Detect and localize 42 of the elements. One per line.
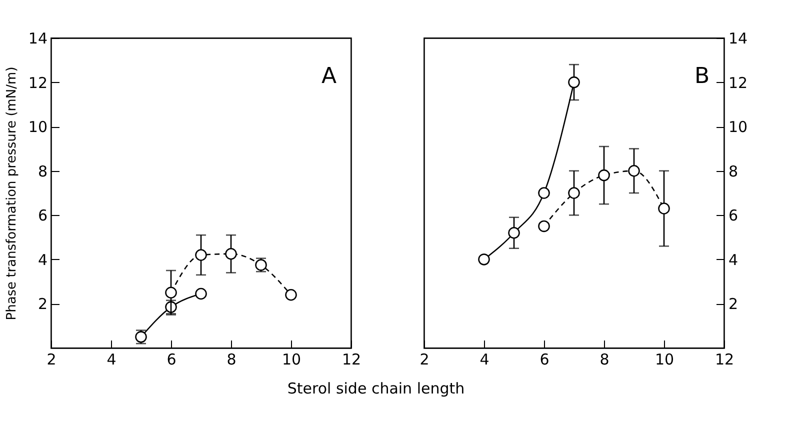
point xyxy=(658,202,670,214)
y-tick-label: 14 xyxy=(728,30,748,48)
x-tick-label: 10 xyxy=(282,350,302,368)
annotation: A xyxy=(321,64,337,89)
point xyxy=(568,187,580,199)
point xyxy=(628,164,640,177)
x-tick-label: 2 xyxy=(420,350,430,368)
x-tick-label: 4 xyxy=(106,350,116,368)
x-tick-label: 8 xyxy=(600,350,610,368)
point xyxy=(538,220,550,232)
y-tick-label: 8 xyxy=(38,162,48,180)
point xyxy=(285,288,297,301)
y-tick-label: 12 xyxy=(728,74,748,92)
x-tick-label: 6 xyxy=(166,350,176,368)
y-tick-label: 10 xyxy=(728,118,748,136)
y-tick-label: 6 xyxy=(38,206,48,225)
y-tick-label: 10 xyxy=(28,118,48,136)
y-tick-label: 14 xyxy=(28,30,48,48)
point xyxy=(478,254,490,266)
point xyxy=(598,169,610,182)
y-tick-label: 2 xyxy=(728,295,738,314)
y-tick-label: 4 xyxy=(38,250,48,269)
x-tick-label: 12 xyxy=(342,350,362,368)
y-tick-label: 8 xyxy=(728,162,738,180)
x-tick-label: 6 xyxy=(540,350,550,368)
annotation: B xyxy=(694,64,710,89)
point xyxy=(568,76,580,88)
y-tick-label: 2 xyxy=(38,295,48,314)
y-axis-title: Phase transformation pressure (mN/m) xyxy=(4,66,20,320)
x-axis-title: Sterol side chain length xyxy=(287,380,465,398)
point xyxy=(225,248,237,260)
point xyxy=(508,226,520,239)
point xyxy=(165,286,177,299)
x-tick-label: 10 xyxy=(654,350,674,368)
x-tick-label: 8 xyxy=(226,350,236,368)
x-tick-label: 4 xyxy=(480,350,490,368)
point xyxy=(195,288,207,300)
y-tick-label: 6 xyxy=(728,206,738,225)
y-tick-label: 12 xyxy=(28,74,48,92)
point xyxy=(195,249,207,261)
point xyxy=(538,187,550,199)
y-tick-label: 4 xyxy=(728,250,738,269)
